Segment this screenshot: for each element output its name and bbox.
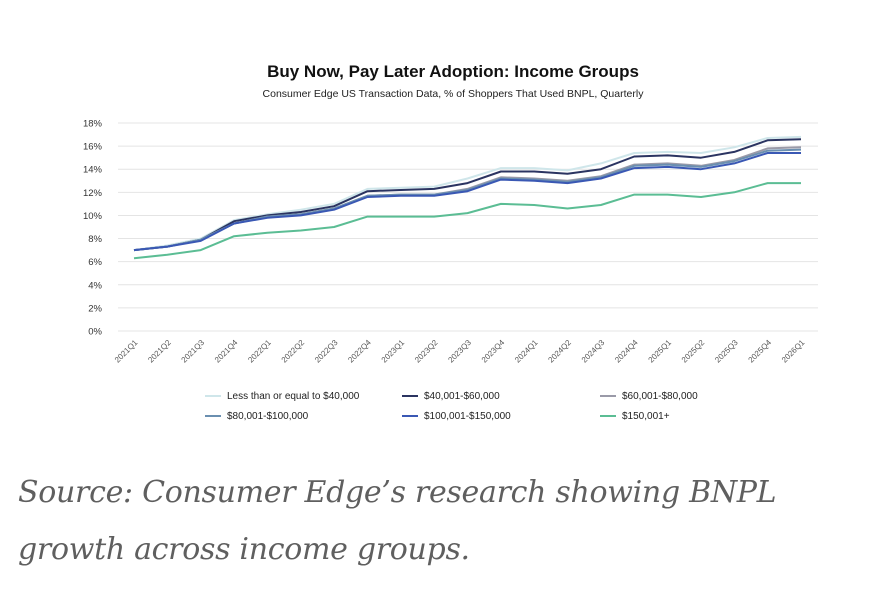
legend-label: $150,001+: [622, 411, 670, 422]
x-axis-ticks: 2021Q1 2021Q2 2021Q3 2021Q4 2022Q1 2022Q2 2022…: [113, 338, 807, 365]
x-tick-label: 2023Q3: [446, 338, 473, 365]
x-tick-label: 2022Q2: [280, 338, 307, 365]
series-line-0: [133, 135, 802, 252]
series-line-1: [133, 138, 802, 252]
y-tick-label: 8%: [88, 234, 102, 245]
legend-item: $100,001-$150,000: [402, 411, 511, 422]
bnpl-line-chart: Buy Now, Pay Later Adoption: Income Grou…: [83, 62, 818, 422]
series-lines: [133, 135, 802, 260]
x-tick-label: 2024Q3: [580, 338, 607, 365]
x-tick-label: 2022Q3: [313, 338, 340, 365]
x-tick-label: 2021Q1: [113, 338, 140, 365]
y-tick-label: 12%: [83, 188, 103, 199]
x-tick-label: 2024Q4: [613, 338, 640, 365]
y-tick-label: 14%: [83, 165, 103, 176]
legend-item: $80,001-$100,000: [205, 411, 309, 422]
x-tick-label: 2025Q1: [647, 338, 674, 365]
y-tick-label: 0%: [88, 327, 102, 338]
x-tick-label: 2022Q1: [246, 338, 273, 365]
x-tick-label: 2025Q4: [747, 338, 774, 365]
x-tick-label: 2022Q4: [346, 338, 373, 365]
x-tick-label: 2024Q1: [513, 338, 540, 365]
legend-item: $40,001-$60,000: [402, 391, 500, 402]
x-tick-label: 2021Q4: [213, 338, 240, 365]
x-tick-label: 2023Q2: [413, 338, 440, 365]
x-tick-label: 2023Q4: [480, 338, 507, 365]
legend: Less than or equal to $40,000 $40,001-$60…: [205, 391, 698, 422]
x-tick-label: 2025Q2: [680, 338, 707, 365]
legend-item: Less than or equal to $40,000: [205, 391, 360, 402]
x-tick-label: 2021Q3: [180, 338, 207, 365]
y-tick-label: 16%: [83, 142, 103, 153]
x-tick-label: 2026Q1: [780, 338, 807, 365]
chart-title: Buy Now, Pay Later Adoption: Income Grou…: [267, 62, 639, 81]
series-line-4: [133, 152, 801, 252]
legend-label: $80,001-$100,000: [227, 411, 309, 422]
y-tick-label: 2%: [88, 303, 102, 314]
x-tick-label: 2025Q3: [713, 338, 740, 365]
grid-lines: [118, 122, 818, 332]
legend-label: $100,001-$150,000: [424, 411, 511, 422]
legend-item: $150,001+: [600, 411, 670, 422]
x-tick-label: 2021Q2: [146, 338, 173, 365]
series-line-3: [133, 148, 802, 252]
legend-item: $60,001-$80,000: [600, 391, 698, 402]
y-tick-label: 4%: [88, 280, 102, 291]
y-tick-label: 6%: [88, 257, 102, 268]
chart-subtitle: Consumer Edge US Transaction Data, % of …: [263, 88, 645, 100]
x-tick-label: 2023Q1: [380, 338, 407, 365]
legend-label: $60,001-$80,000: [622, 391, 698, 402]
y-tick-label: 18%: [83, 119, 103, 130]
legend-label: $40,001-$60,000: [424, 391, 500, 402]
series-line-5: [133, 182, 801, 260]
y-axis-ticks: 0% 2% 4% 6% 8% 10% 12% 14% 16% 18%: [83, 119, 103, 338]
y-tick-label: 10%: [83, 211, 103, 222]
legend-label: Less than or equal to $40,000: [227, 391, 360, 402]
series-line-2: [133, 146, 802, 252]
figure-caption: Source: Consumer Edge’s research showing…: [18, 475, 777, 567]
x-tick-label: 2024Q2: [546, 338, 573, 365]
